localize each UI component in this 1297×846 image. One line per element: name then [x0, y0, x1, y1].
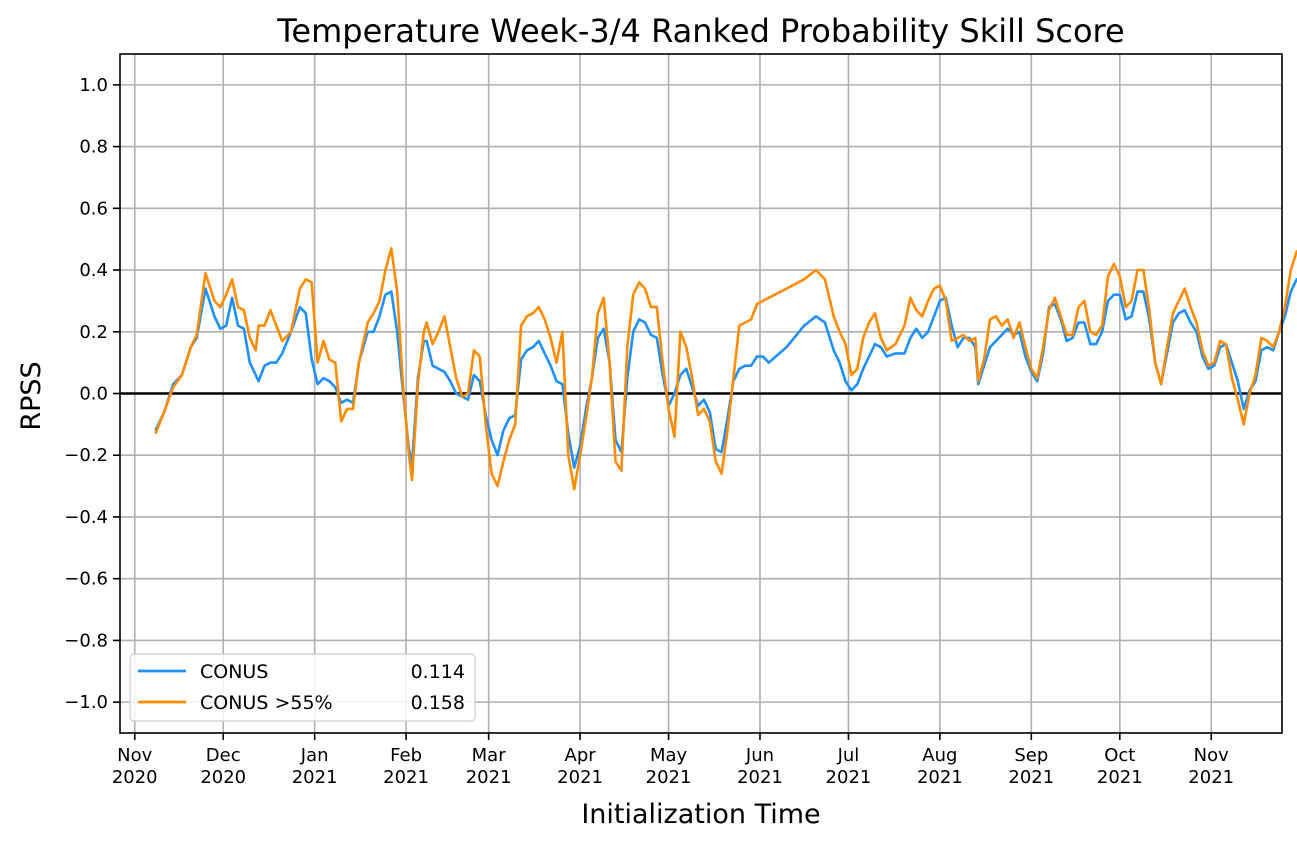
y-axis-ticks: −1.0 −0.8 −0.6 −0.4 −0.2 0.0 0.2 0.4 0.6 0.8 1.0 [64, 75, 120, 713]
x-tick-label: 2021 [646, 767, 692, 788]
x-tick-label: 2021 [826, 767, 872, 788]
legend-label-conus: CONUS [200, 661, 268, 683]
x-tick-label: 2021 [917, 767, 963, 788]
y-tick-label: 0.2 [79, 322, 108, 343]
legend-value-conus: 0.114 [411, 661, 465, 683]
y-tick-label: −0.4 [64, 507, 108, 528]
x-tick-label: Dec [206, 745, 241, 766]
x-tick-label: Jul [837, 745, 860, 766]
x-tick-label: 2021 [383, 767, 429, 788]
x-tick-label: Jan [300, 745, 329, 766]
x-tick-label: Mar [472, 745, 507, 766]
x-tick-label: Feb [390, 745, 422, 766]
x-tick-label: Nov [117, 745, 152, 766]
series-lines [154, 247, 1297, 491]
x-tick-label: 2020 [200, 767, 246, 788]
chart-title: Temperature Week-3/4 Ranked Probability … [276, 12, 1124, 50]
x-tick-label: 2021 [1188, 767, 1234, 788]
x-tick-label: 2021 [1097, 767, 1143, 788]
y-tick-label: 1.0 [79, 75, 108, 96]
y-tick-label: −0.2 [64, 445, 108, 466]
x-tick-label: 2021 [292, 767, 338, 788]
x-tick-label: Aug [922, 745, 957, 766]
x-tick-label: Apr [565, 745, 597, 766]
y-tick-label: 0.6 [79, 198, 108, 219]
x-tick-label: Nov [1194, 745, 1229, 766]
legend-box [129, 653, 476, 722]
y-axis-label: RPSS [16, 361, 47, 430]
x-axis-ticks: Nov2020Dec2020Jan2021Feb2021Mar2021Apr20… [112, 733, 1234, 788]
legend: CONUS 0.114 CONUS >55% 0.158 [129, 653, 476, 722]
x-tick-label: 2021 [1008, 767, 1054, 788]
x-tick-label: Sep [1014, 745, 1048, 766]
x-tick-label: 2021 [737, 767, 783, 788]
x-tick-label: Jun [745, 745, 774, 766]
x-axis-label: Initialization Time [581, 799, 820, 830]
legend-value-conus-55: 0.158 [411, 692, 465, 714]
legend-label-conus-55: CONUS >55% [200, 692, 333, 714]
y-tick-label: 0.4 [79, 260, 108, 281]
x-tick-label: Oct [1104, 745, 1135, 766]
y-tick-label: 0.0 [79, 384, 108, 405]
x-tick-label: 2021 [466, 767, 512, 788]
y-tick-label: −1.0 [64, 692, 108, 713]
x-tick-label: 2020 [112, 767, 158, 788]
y-tick-label: −0.6 [64, 569, 108, 590]
x-tick-label: May [650, 745, 688, 766]
y-tick-label: −0.8 [64, 630, 108, 651]
x-tick-label: 2021 [557, 767, 603, 788]
series-line-conus-55 [154, 247, 1297, 491]
y-tick-label: 0.8 [79, 137, 108, 158]
